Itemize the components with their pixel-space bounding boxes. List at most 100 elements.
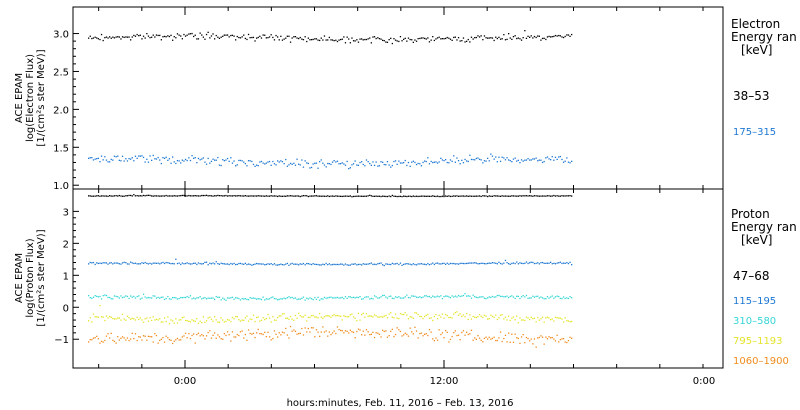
data-point (244, 37, 246, 40)
data-point (533, 262, 536, 265)
data-point (235, 39, 237, 41)
data-point (545, 336, 547, 338)
data-point (571, 160, 573, 162)
data-point (251, 195, 253, 197)
data-point (516, 261, 518, 263)
data-point (461, 295, 463, 297)
data-point (291, 330, 293, 332)
data-point (491, 155, 494, 157)
data-point (424, 160, 426, 162)
data-point (267, 195, 269, 197)
data-point (543, 298, 545, 300)
data-point (309, 297, 311, 299)
data-point (117, 317, 119, 319)
data-point (186, 296, 188, 298)
data-point (562, 321, 565, 323)
data-point (406, 263, 408, 265)
data-point (197, 322, 200, 324)
data-point (482, 262, 484, 264)
data-point (139, 298, 141, 300)
data-point (191, 195, 193, 197)
data-point (278, 39, 280, 41)
data-point (388, 335, 390, 337)
data-point (424, 195, 426, 197)
data-point (322, 298, 324, 300)
data-point (453, 155, 455, 157)
data-point (100, 262, 103, 265)
data-point (537, 160, 539, 162)
data-point (139, 336, 141, 338)
data-point (302, 296, 305, 298)
data-point (220, 338, 222, 340)
data-point (165, 261, 167, 264)
data-point (154, 295, 156, 297)
data-point (425, 295, 427, 297)
data-point (571, 320, 573, 323)
data-point (170, 195, 172, 197)
data-point (288, 318, 290, 320)
data-point (346, 330, 348, 332)
data-point (546, 296, 549, 298)
data-point (367, 296, 369, 298)
data-point (222, 338, 224, 340)
data-point (212, 33, 214, 35)
data-point (514, 297, 516, 300)
data-point (461, 262, 463, 264)
data-point (133, 160, 135, 162)
data-point (571, 195, 573, 197)
data-point (283, 264, 285, 266)
data-point (448, 162, 450, 164)
data-point (566, 297, 568, 299)
data-point (317, 296, 319, 298)
data-point (537, 195, 539, 197)
data-point (228, 263, 230, 266)
data-point (99, 195, 101, 197)
data-point (451, 262, 453, 265)
data-point (483, 297, 486, 299)
data-point (225, 320, 227, 323)
data-point (393, 195, 395, 197)
data-point (443, 262, 445, 264)
data-point (256, 164, 258, 166)
data-point (207, 264, 209, 266)
data-point (331, 195, 334, 197)
data-point (286, 317, 288, 319)
data-point (225, 34, 227, 36)
data-point (519, 262, 521, 264)
data-point (226, 195, 229, 197)
data-point (569, 35, 571, 37)
data-point (322, 317, 324, 320)
data-point (338, 163, 340, 165)
data-point (128, 317, 130, 319)
data-point (464, 316, 466, 318)
data-point (281, 264, 284, 266)
data-point (312, 195, 314, 197)
data-point (319, 39, 321, 42)
data-point (331, 332, 334, 334)
data-point (525, 294, 528, 297)
data-point (163, 262, 166, 265)
proton-legend-series-1: 115–195 (733, 296, 776, 307)
proton-legend-series-0: 47–68 (733, 269, 770, 283)
data-point (495, 314, 497, 316)
data-point (105, 315, 108, 317)
data-point (241, 263, 243, 265)
data-point (403, 162, 405, 164)
data-point (390, 37, 392, 39)
data-point (201, 334, 203, 336)
data-point (136, 263, 138, 265)
data-point (238, 195, 240, 197)
data-point (537, 337, 539, 339)
data-point (238, 36, 240, 39)
data-point (304, 160, 306, 162)
data-point (564, 160, 566, 162)
data-point (449, 159, 452, 161)
data-point (537, 316, 539, 319)
data-point (441, 195, 444, 197)
data-point (365, 263, 368, 265)
data-point (288, 337, 290, 339)
data-point (141, 195, 143, 197)
data-point (340, 38, 342, 41)
data-point (159, 34, 161, 37)
data-point (433, 315, 435, 318)
